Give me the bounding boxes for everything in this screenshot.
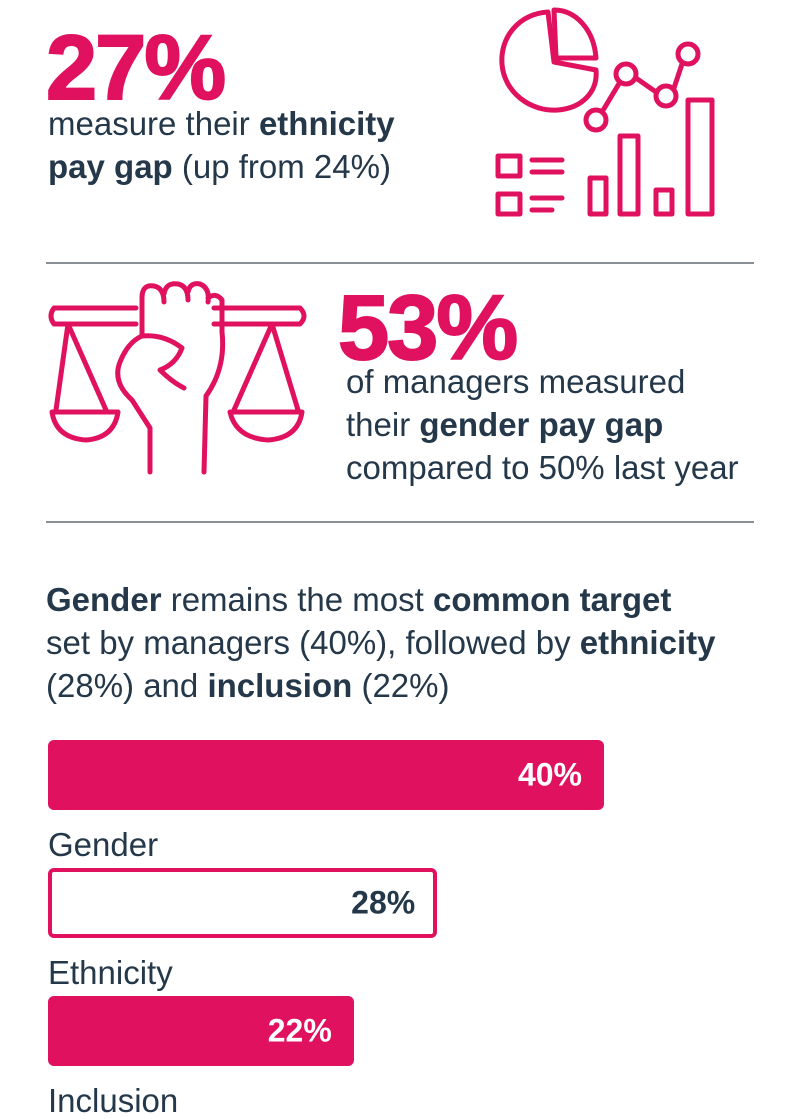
stat-ethnicity-keyword-2: pay gap	[48, 148, 173, 185]
bar-label-ethnicity: Ethnicity	[48, 954, 173, 991]
bar-gender: 40%	[48, 740, 604, 810]
bar-value-gender: 40%	[517, 756, 582, 793]
bar-inclusion: 22%	[48, 996, 354, 1066]
fist-scales-icon	[48, 281, 307, 475]
stat-gender-keyword: gender pay gap	[419, 406, 664, 443]
bar-value-inclusion: 22%	[267, 1012, 332, 1049]
intro-text-3: (28%) and	[46, 667, 208, 704]
intro-gender: Gender	[46, 581, 162, 618]
stat-ethnicity-keyword: ethnicity	[258, 105, 395, 142]
stat-ethnicity-text-d: (up from 24%)	[172, 148, 391, 185]
intro-text-4: (22%)	[352, 667, 450, 704]
divider-2	[46, 521, 754, 523]
stat-ethnicity-value: 27%	[45, 17, 227, 119]
intro-text-2: set by managers (40%), followed by	[46, 624, 580, 661]
bar-label-gender: Gender	[48, 826, 159, 863]
pie-chart-bar-chart-icon	[495, 7, 715, 217]
bar-value-ethnicity: 28%	[351, 884, 416, 921]
bar-ethnicity: 28%	[48, 868, 438, 938]
stat-ethnicity-text: measure their ethnicity pay gap (up from…	[48, 102, 468, 188]
intro-ethnicity: ethnicity	[579, 624, 716, 661]
stat-gender-value: 53%	[337, 277, 519, 379]
intro-inclusion: inclusion	[207, 667, 353, 704]
divider-1	[46, 262, 754, 264]
stat-gender-line3: compared to 50% last year	[346, 449, 739, 486]
intro-text-1: remains the most	[161, 581, 433, 618]
stat-gender-line1: of managers measured	[346, 363, 686, 400]
intro-common-target: common target	[432, 581, 672, 618]
targets-intro: Gender remains the most common target se…	[46, 578, 766, 707]
bar-label-inclusion: Inclusion	[48, 1082, 179, 1119]
stat-ethnicity-text-a: measure their	[48, 105, 259, 142]
stat-gender-text: of managers measured their gender pay ga…	[346, 360, 766, 489]
stat-gender-line2-a: their	[346, 406, 420, 443]
